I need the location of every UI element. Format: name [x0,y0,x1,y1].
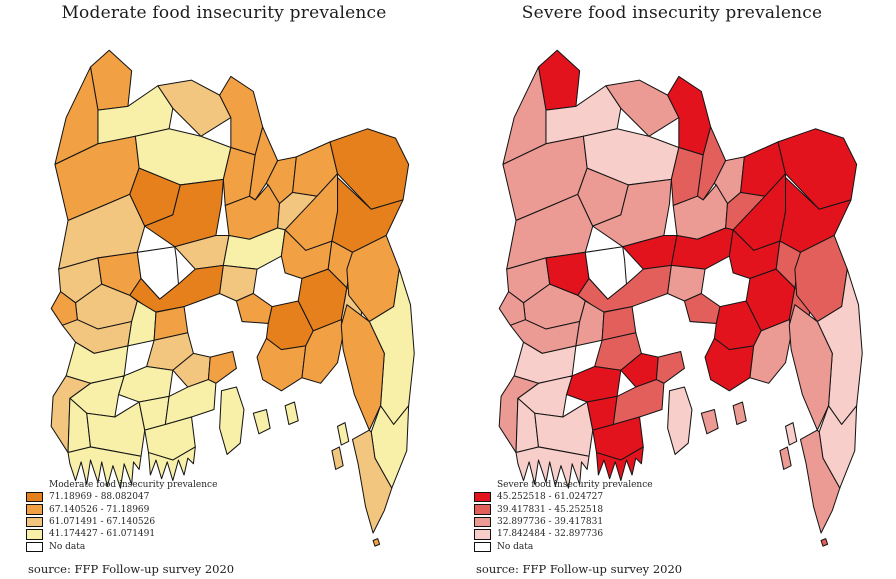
district-ktb [336,422,350,446]
district-noa [301,319,344,384]
district-snd [515,446,590,489]
district-lak [256,337,307,392]
legend-swatch [26,504,43,515]
legend-rows: 71.18969 - 88.082047 67.140526 - 71.18969… [26,491,217,553]
legend-swatch [474,516,491,528]
legend-severe: Severe food insecurity prevalence 45.252… [474,480,653,553]
legend-swatch [26,491,43,503]
choropleth-map-severe [498,49,863,547]
district-lak [704,337,755,392]
panel-title-moderate: Moderate food insecurity prevalence [61,3,387,23]
district-syl [329,128,410,210]
district-cox [799,429,841,534]
district-htl [252,408,271,435]
legend-label: 41.174427 - 61.071491 [49,529,156,540]
legend-swatch [26,529,43,540]
legend-row: 17.842484 - 32.897736 [474,528,653,540]
legend-moderate: Moderate food insecurity prevalence 71.1… [26,480,217,553]
district-man [219,264,258,302]
panel-moderate: Moderate food insecurity prevalence Mode… [26,3,415,576]
panel-severe: Severe food insecurity prevalence Severe… [448,0,896,579]
district-cox [351,429,393,534]
legend-title: Moderate food insecurity prevalence [49,480,218,491]
legend-row: 45.252518 - 61.024727 [474,491,653,503]
district-noa [749,319,792,384]
district-stm [820,538,829,547]
choropleth-map-moderate [50,49,415,547]
legend-label: 39.417831 - 45.252518 [497,504,604,515]
legend-rows: 45.252518 - 61.024727 39.417831 - 45.2525… [474,491,653,553]
legend-swatch [474,504,491,515]
district-mhk [331,446,344,470]
legend-label: 61.071491 - 67.140526 [49,517,156,528]
legend-label: 45.252518 - 61.024727 [497,492,604,503]
legend-row: 39.417831 - 45.252518 [474,503,653,515]
legend-label: No data [49,541,86,552]
district-ktb [784,422,798,446]
district-brg [595,446,644,482]
legend-label: 17.842484 - 32.897736 [497,529,604,540]
district-bho [219,386,245,455]
district-syl [777,128,858,210]
legend-row: 71.18969 - 88.082047 [26,491,217,503]
district-shp [207,350,237,384]
legend-title: Severe food insecurity prevalence [497,480,653,491]
district-stm [372,538,381,547]
district-gop [566,365,622,403]
district-bho [667,386,693,455]
district-snp [732,401,747,426]
panel-title-severe: Severe food insecurity prevalence [521,3,823,23]
district-snd [67,446,142,489]
legend-row: 67.140526 - 71.18969 [26,503,217,515]
legend-swatch [26,541,43,553]
legend-label: No data [497,541,534,552]
source-note-severe: source: FFP Follow-up survey 2020 [476,562,683,576]
district-mag [575,300,605,347]
legend-swatch [474,529,491,540]
district-snp [284,401,299,426]
district-htl [700,408,719,435]
district-man [667,264,706,302]
legend-label: 32.897736 - 39.417831 [497,517,604,528]
legend-swatch [474,541,491,553]
legend-swatch [26,516,43,528]
legend-row: 32.897736 - 39.417831 [474,516,653,528]
district-mag [127,300,157,347]
legend-label: 71.18969 - 88.082047 [49,492,150,503]
legend-row: No data [474,541,653,553]
legend-label: 67.140526 - 71.18969 [49,504,150,515]
district-mhk [779,446,792,470]
legend-row: 41.174427 - 61.071491 [26,528,217,540]
legend-row: 61.071491 - 67.140526 [26,516,217,528]
legend-row: No data [26,541,217,553]
district-brg [147,446,196,482]
legend-swatch [474,491,491,503]
district-gop [118,365,174,403]
district-shp [655,350,685,384]
source-note-moderate: source: FFP Follow-up survey 2020 [28,562,235,576]
